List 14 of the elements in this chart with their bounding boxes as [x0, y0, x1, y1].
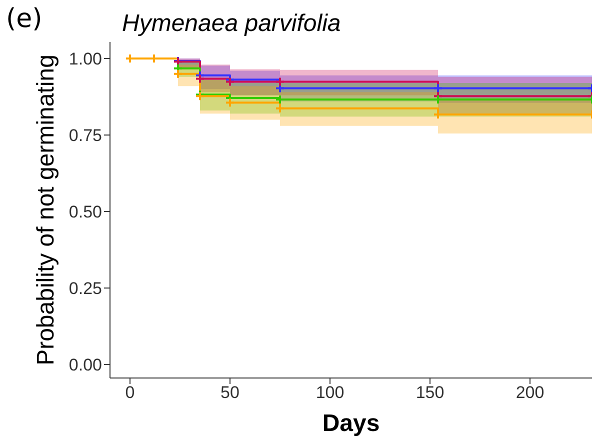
text: (e) — [6, 4, 42, 34]
x-tick-label: 50 — [220, 383, 240, 402]
y-axis-title: Probability of not germinating — [32, 54, 60, 366]
y-tick-label: 0.75 — [68, 126, 102, 146]
y-tick-label: 0.50 — [68, 202, 102, 222]
x-axis-title: Days — [322, 410, 380, 437]
x-tick-label: 0 — [125, 383, 135, 402]
chart-title: Hymenaea parvifolia — [122, 10, 341, 38]
x-tick-label: 150 — [416, 383, 444, 402]
y-tick-label: 0.25 — [68, 279, 102, 298]
x-tick-label: 100 — [316, 383, 344, 402]
y-tick-label: 0.00 — [68, 356, 102, 375]
y-tick-label: 1.00 — [68, 50, 102, 69]
x-tick-label: 200 — [516, 383, 544, 402]
